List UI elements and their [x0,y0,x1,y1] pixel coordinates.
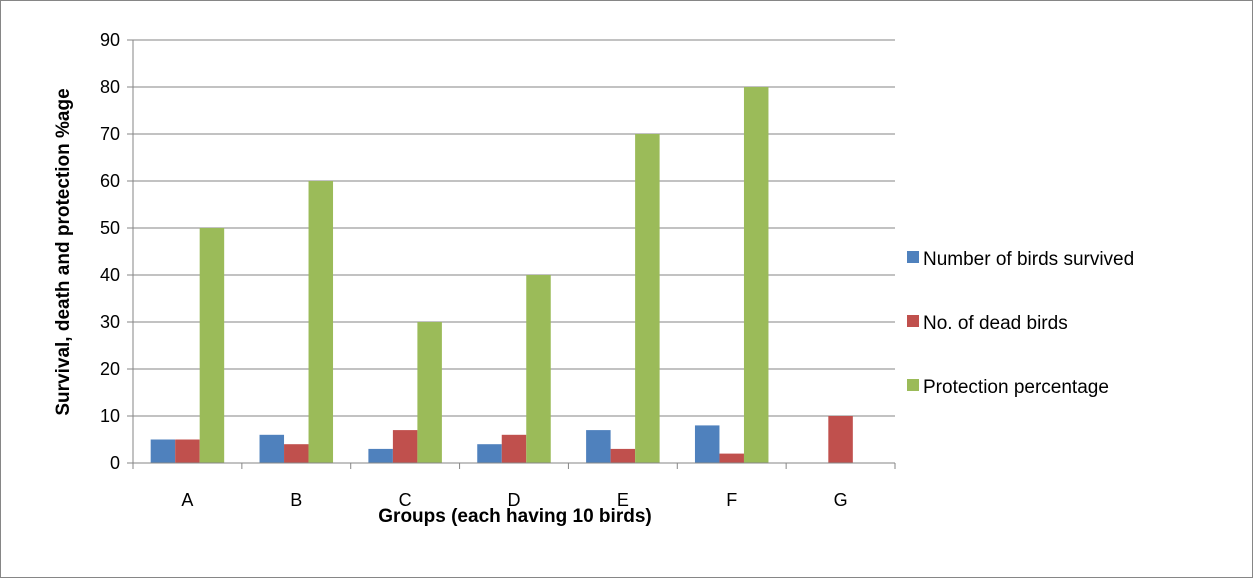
y-tick-label: 50 [100,218,120,238]
bar-d-series-2 [501,434,527,463]
bar-e-series-2 [610,448,636,463]
x-tick-label: G [834,490,848,510]
legend-swatch [907,251,919,263]
legend-swatch [907,315,919,327]
y-tick-label: 0 [110,453,120,473]
bar-e-series-1 [586,430,611,463]
y-tick-label: 70 [100,124,120,144]
x-tick-label: A [181,490,193,510]
y-tick-label: 40 [100,265,120,285]
bar-c-series-3 [417,322,442,463]
legend-label: No. of dead birds [923,313,1068,334]
bar-c-series-2 [392,430,418,463]
x-tick-label: B [290,490,302,510]
bar-d-series-3 [526,275,551,463]
legend: Number of birds survived No. of dead bird… [907,249,1134,398]
legend-swatch [907,379,919,391]
bar-a-series-3 [199,228,225,463]
bar-b-series-1 [259,434,285,463]
x-tick-label: C [399,490,412,510]
bar-b-series-2 [284,444,309,463]
bar-a-series-1 [150,439,176,463]
y-axis-title: Survival, death and protection %age [53,88,74,415]
y-tick-label: 30 [100,312,120,332]
y-tick-label: 80 [100,77,120,97]
bar-d-series-1 [477,444,502,463]
bar-e-series-3 [635,134,660,463]
y-tick-label: 10 [100,406,120,426]
axes [127,39,896,469]
legend-label: Number of birds survived [923,249,1134,270]
x-tick-label: E [617,490,629,510]
y-tick-label: 90 [100,30,120,50]
bars [150,87,853,463]
tick-labels: 0 10 20 30 40 50 60 70 80 90 A B C D E F G [100,30,848,510]
bar-f-series-2 [719,453,744,463]
bar-a-series-2 [175,439,200,463]
y-tick-label: 60 [100,171,120,191]
x-tick-label: F [726,490,737,510]
y-tick-label: 20 [100,359,120,379]
bar-f-series-3 [743,87,769,463]
bar-b-series-3 [308,181,334,463]
x-axis-title: Groups (each having 10 birds) [378,506,651,527]
bar-f-series-1 [694,425,720,463]
x-tick-label: D [508,490,521,510]
legend-label: Protection percentage [923,377,1109,398]
bar-g-series-2 [828,416,853,463]
bar-c-series-1 [368,448,393,463]
gridlines [133,39,895,417]
